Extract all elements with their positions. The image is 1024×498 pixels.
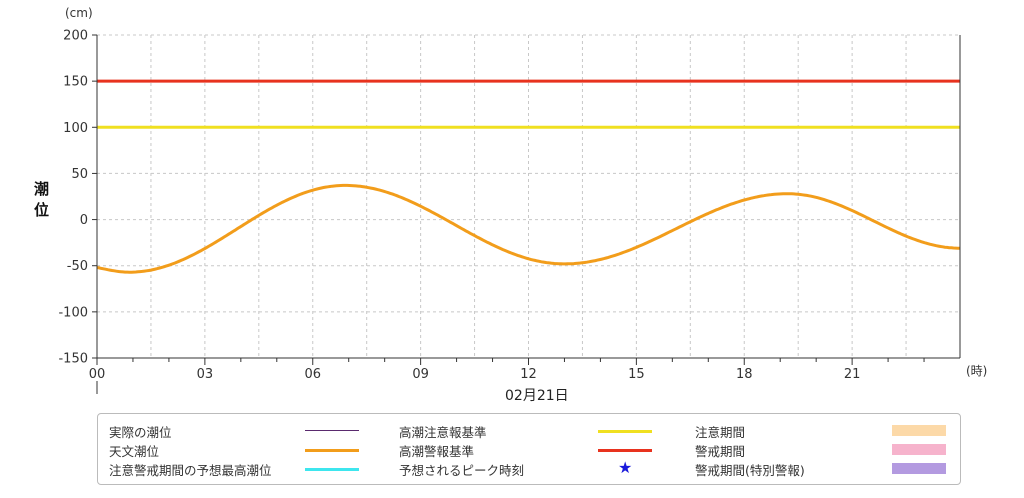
legend: 実際の潮位天文潮位注意警戒期間の予想最高潮位 高潮注意報基準 高潮警報基準予想される… [97, 413, 961, 485]
y-tick-label: -150 [58, 352, 88, 367]
legend-line-swatch [598, 430, 652, 433]
legend-label: 注意期間 [695, 425, 746, 440]
tick-labels: -150 -100 -50 0 50 100 150 200 00 03 06 09 12 15 18 21 [58, 29, 925, 382]
tide-curves [96, 183, 960, 274]
y-axis-label-char-2: 位 [34, 201, 49, 219]
x-tick-label: 21 [844, 367, 861, 382]
legend-label: 警戒期間 [695, 444, 746, 459]
legend-band-swatch [892, 444, 946, 455]
x-tick-label: 09 [412, 367, 429, 382]
x-tick-label: 03 [197, 367, 214, 382]
y-tick-label: 50 [71, 167, 88, 182]
y-tick-label: -100 [58, 305, 88, 320]
y-tick-label: 150 [63, 75, 88, 90]
legend-line-swatch [305, 449, 359, 452]
grid [96, 34, 961, 359]
legend-label: 天文潮位 [109, 444, 160, 459]
legend-label: 実際の潮位 [109, 425, 172, 440]
legend-line-swatch [305, 468, 359, 471]
legend-label: 予想されるピーク時刻 [399, 463, 525, 478]
x-tick-label: 15 [628, 367, 645, 382]
y-tick-label: 100 [63, 121, 88, 136]
legend-line-swatch [598, 449, 652, 452]
star-icon: ★ [618, 458, 633, 477]
legend-label: 高潮警報基準 [399, 444, 475, 459]
x-tick-label: 00 [89, 367, 106, 382]
legend-line-swatch [305, 430, 359, 431]
x-tick-label: 12 [520, 367, 537, 382]
y-unit-label: (cm) [65, 6, 93, 20]
y-tick-label: -50 [67, 259, 88, 274]
y-axis-label-char-1: 潮 [34, 180, 49, 198]
legend-band-swatch [892, 425, 946, 436]
legend-label: 高潮注意報基準 [399, 425, 487, 440]
legend-label: 警戒期間(特別警報) [695, 463, 805, 478]
y-tick-label: 200 [63, 29, 88, 44]
legend-label: 注意警戒期間の予想最高潮位 [109, 463, 272, 478]
legend-band-swatch [892, 463, 946, 474]
threshold-lines [97, 79, 960, 129]
astronomical-tide-line [96, 183, 960, 274]
date-label: 02月21日 [505, 388, 569, 404]
x-unit-label: (時) [966, 364, 987, 378]
x-tick-label: 06 [304, 367, 321, 382]
y-tick-label: 0 [80, 213, 88, 228]
x-tick-label: 18 [736, 367, 753, 382]
